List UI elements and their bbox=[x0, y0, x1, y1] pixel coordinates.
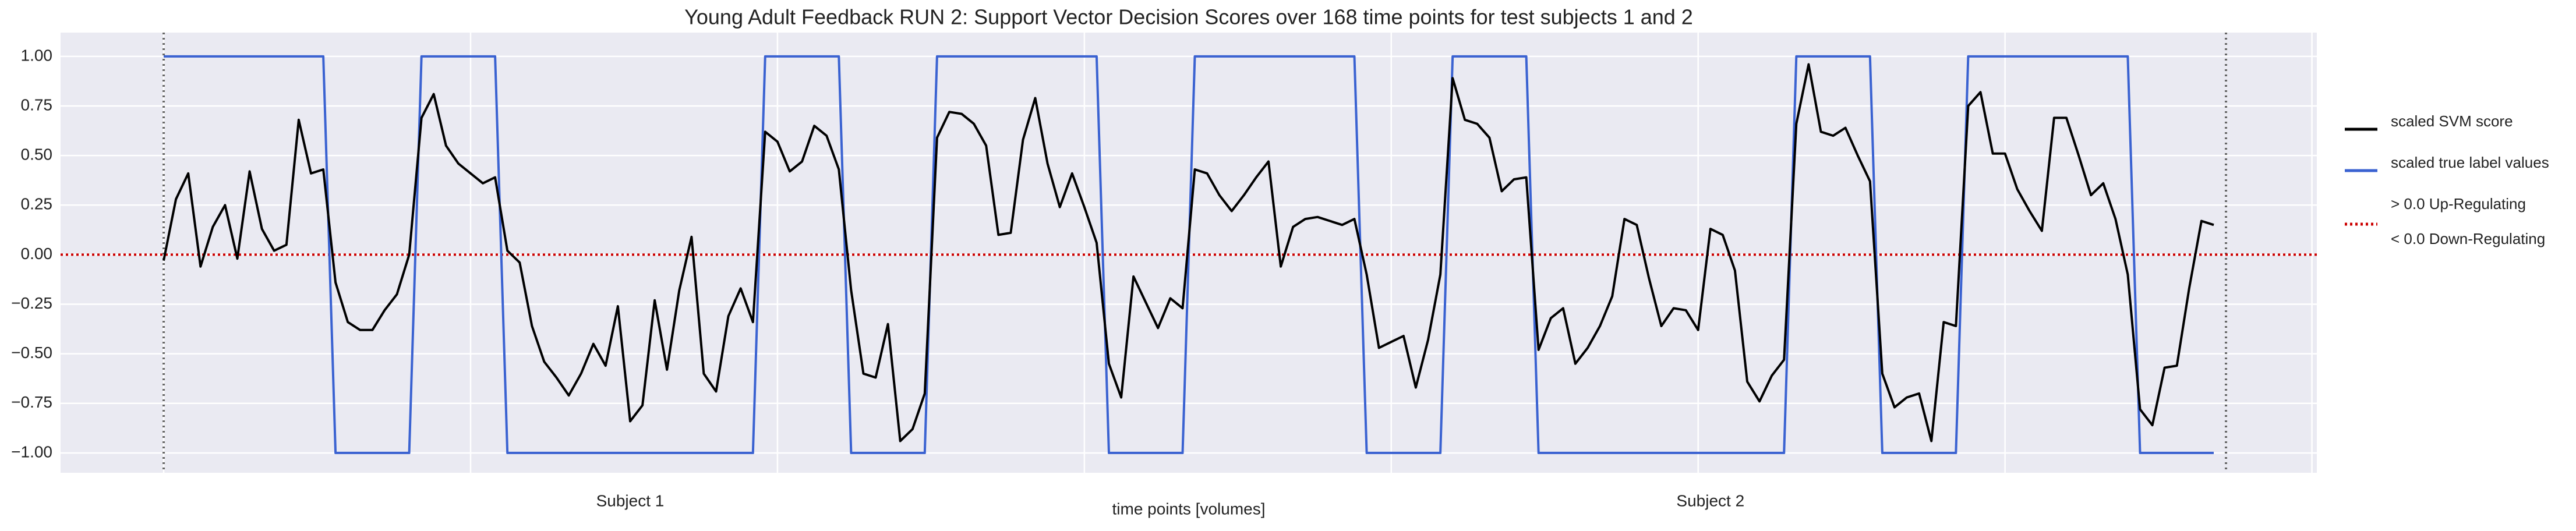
x-axis-label: time points [volumes] bbox=[1112, 500, 1266, 518]
series-line bbox=[162, 63, 2214, 442]
y-tick-label: 0.25 bbox=[21, 195, 53, 213]
y-tick-label: 0.50 bbox=[21, 146, 53, 164]
y-tick-label: −0.75 bbox=[11, 393, 52, 411]
y-tick-label: 0.75 bbox=[21, 95, 53, 114]
y-tick-label: −1.00 bbox=[11, 442, 52, 461]
legend-label: > 0.0 Up-Regulating bbox=[2391, 195, 2526, 213]
chart-title: Young Adult Feedback RUN 2: Support Vect… bbox=[684, 5, 1693, 29]
y-tick-label: −0.25 bbox=[11, 294, 52, 312]
y-tick-label: 1.00 bbox=[21, 46, 53, 64]
x-tick-label: Subject 1 bbox=[596, 491, 665, 509]
legend-label: < 0.0 Down-Regulating bbox=[2391, 230, 2545, 247]
series-line bbox=[164, 55, 2214, 454]
legend-label: scaled true label values bbox=[2391, 154, 2549, 171]
legend-label: scaled SVM score bbox=[2391, 112, 2513, 130]
y-tick-label: −0.50 bbox=[11, 344, 52, 362]
y-tick-label: 0.00 bbox=[21, 245, 53, 263]
x-tick-label: Subject 2 bbox=[1676, 491, 1744, 509]
